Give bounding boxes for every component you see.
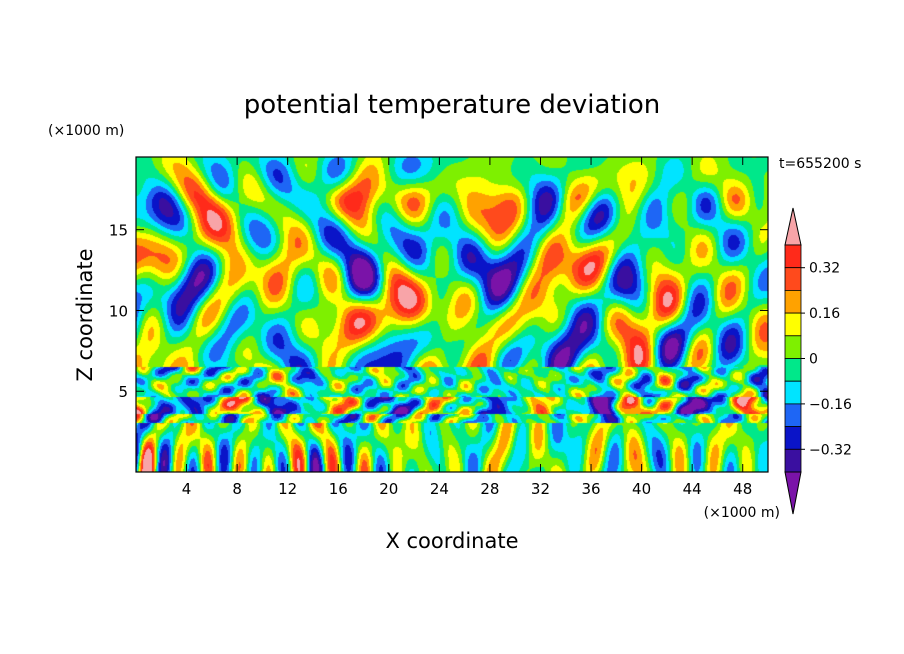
plot-frame (135, 156, 769, 473)
x-tick-label: 32 (531, 480, 550, 498)
x-tick-label: 8 (232, 480, 242, 498)
x-axis-ticks: 4 8 12 16 20 24 28 32 36 40 44 48 (182, 157, 752, 498)
x-tick-label: 12 (278, 480, 297, 498)
x-tick-label: 20 (379, 480, 398, 498)
colorbar-extend-high (784, 207, 802, 246)
time-label: t=655200 s (779, 156, 861, 172)
x-axis-label: X coordinate (385, 529, 518, 553)
y-tick-label: 10 (109, 302, 128, 320)
x-tick-label: 4 (182, 480, 192, 498)
x-tick-label: 48 (733, 480, 752, 498)
colorbar-extend-low (784, 471, 802, 515)
x-tick-label: 28 (480, 480, 499, 498)
y-tick-label: 15 (109, 222, 128, 240)
colorbar-box (784, 358, 802, 382)
x-tick-label: 16 (329, 480, 348, 498)
colorbar-box (784, 244, 802, 269)
colorbar-box (784, 267, 802, 291)
colorbar-box (784, 380, 802, 405)
x-tick-label: 44 (683, 480, 702, 498)
colorbar-box (784, 289, 802, 314)
colorbar: 0.32 0.16 0 −0.16 −0.32 (784, 207, 852, 515)
colorbar-tick-label: −0.32 (809, 442, 852, 458)
x-unit-label: (×1000 m) (704, 505, 780, 521)
y-axis-label: Z coordinate (73, 248, 97, 381)
colorbar-box (784, 426, 802, 450)
x-tick-label: 40 (632, 480, 651, 498)
colorbar-box (784, 403, 802, 427)
y-axis-ticks: 5 10 15 (109, 222, 768, 401)
colorbar-box (784, 335, 802, 359)
x-tick-label: 24 (430, 480, 449, 498)
colorbar-tick-label: 0.16 (809, 306, 840, 322)
chart-title: potential temperature deviation (244, 90, 660, 120)
y-unit-label: (×1000 m) (48, 123, 124, 139)
y-tick-label: 5 (118, 383, 128, 401)
colorbar-tick-label: −0.16 (809, 397, 852, 413)
colorbar-tick-label: 0 (809, 352, 818, 368)
x-tick-label: 36 (581, 480, 600, 498)
colorbar-box (784, 312, 802, 337)
colorbar-tick-label: 0.32 (809, 261, 840, 277)
colorbar-box (784, 448, 802, 473)
field-canvas (136, 157, 768, 472)
